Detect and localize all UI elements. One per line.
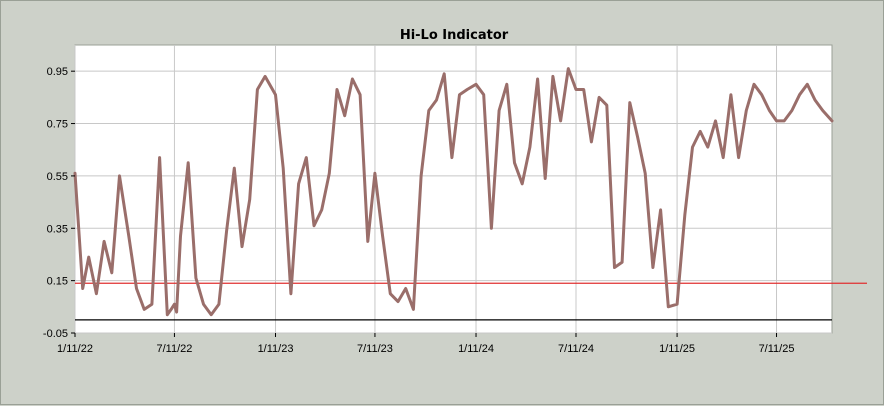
- x-tick-label: 1/11/24: [458, 343, 494, 355]
- plot-area: [74, 44, 833, 334]
- chart-title: Hi-Lo Indicator: [400, 28, 509, 43]
- x-tick-label: 7/11/23: [357, 343, 393, 355]
- x-tick-label: 7/11/25: [759, 343, 795, 355]
- y-tick-label: 0.95: [47, 66, 68, 78]
- series-layer: [73, 67, 834, 317]
- x-tick-label: 1/11/23: [258, 343, 294, 355]
- y-axis-ticks: -0.05 0.15 0.35 0.55 0.75 0.95: [43, 66, 75, 340]
- y-tick-label: 0.15: [47, 276, 68, 288]
- y-tick-label: -0.05: [43, 328, 68, 340]
- y-tick-label: 0.75: [47, 119, 68, 131]
- x-tick-label: 7/11/22: [156, 343, 192, 355]
- y-tick-label: 0.55: [47, 171, 68, 183]
- reference-lines: [75, 282, 867, 321]
- x-axis-ticks: 1/11/22 7/11/22 1/11/23 7/11/23 1/11/24 7/11/…: [57, 333, 794, 355]
- x-tick-label: 1/11/22: [57, 343, 93, 355]
- x-tick-label: 1/11/25: [659, 343, 695, 355]
- y-tick-label: 0.35: [47, 223, 68, 235]
- x-tick-label: 7/11/24: [558, 343, 594, 355]
- series-line-0: [73, 67, 834, 317]
